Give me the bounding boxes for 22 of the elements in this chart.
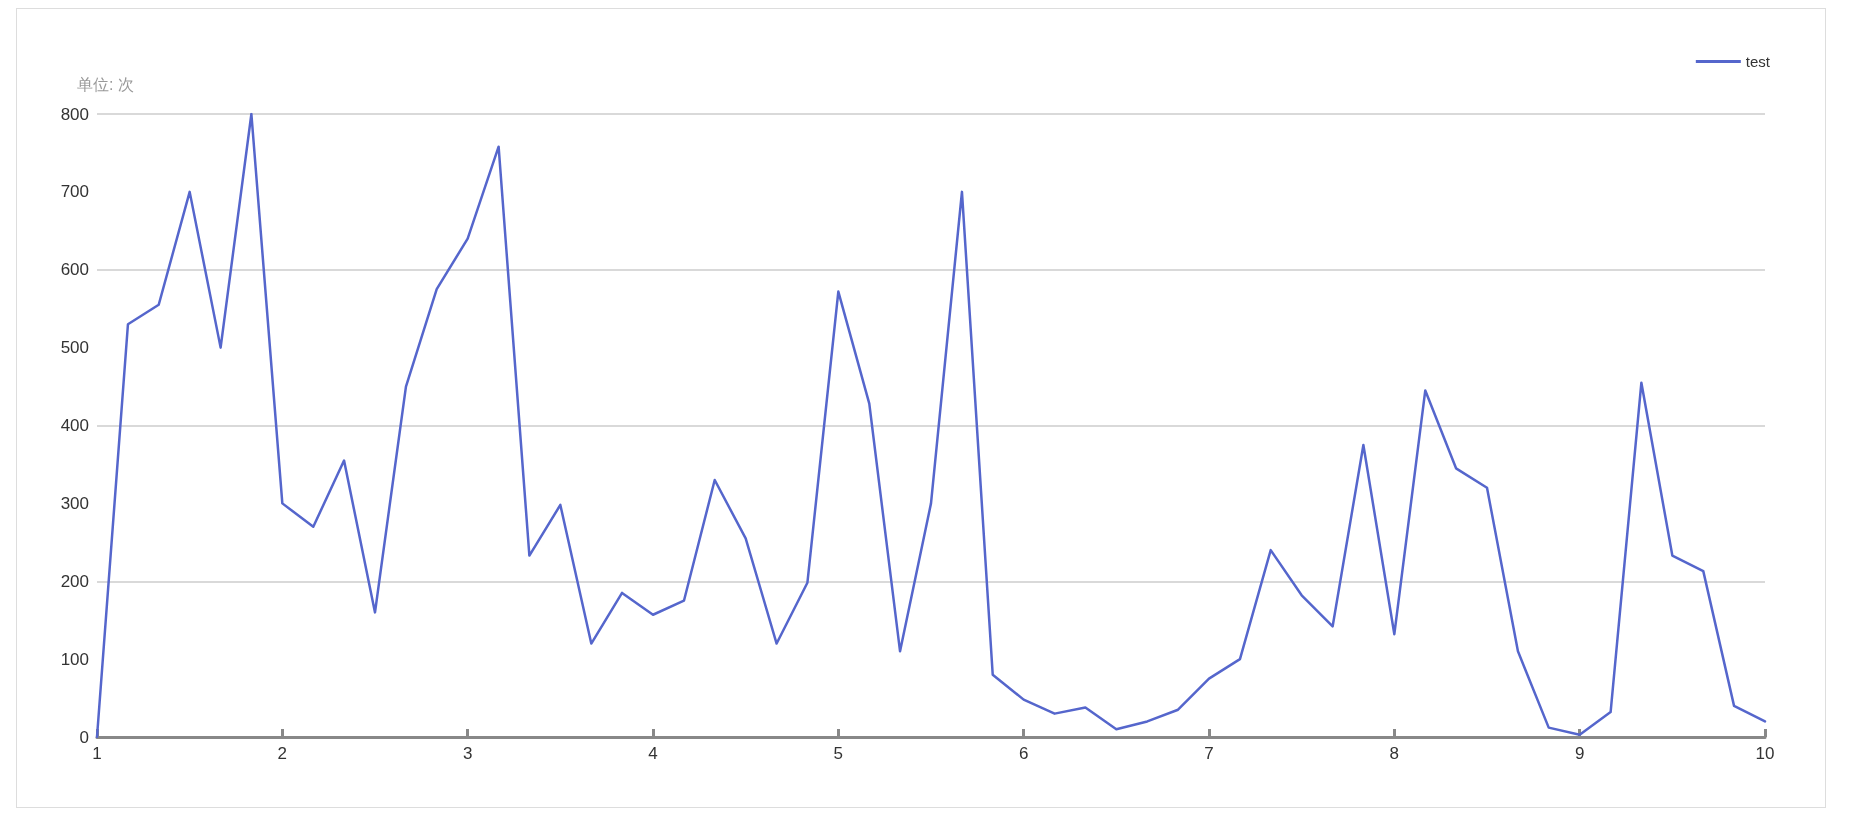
y-tick-label: 400 (60, 416, 89, 435)
y-tick-label: 300 (60, 493, 89, 513)
line-series (95, 112, 1767, 739)
x-tick-label: 8 (1389, 744, 1400, 763)
y-tick-label: 800 (60, 104, 89, 124)
x-tick-label: 3 (462, 744, 473, 763)
y-tick-label: 500 (60, 338, 89, 358)
x-tick-label: 4 (648, 744, 658, 763)
x-tick-label: 2 (277, 744, 288, 763)
x-tick-label: 1 (92, 744, 102, 763)
y-tick-label: 100 (60, 649, 89, 669)
x-tick-label: 10 (1755, 744, 1775, 763)
y-axis-title: 单位: 次 (77, 75, 134, 93)
x-tick-label: 7 (1204, 744, 1214, 763)
legend-label: test (1745, 53, 1771, 70)
y-tick-label: 200 (60, 571, 89, 591)
y-tick-label: 0 (79, 727, 89, 747)
y-tick-label: 700 (60, 182, 89, 202)
x-tick-label: 6 (1018, 744, 1029, 763)
x-tick-label: 9 (1574, 744, 1585, 763)
x-tick-label: 5 (833, 744, 844, 763)
y-tick-label: 600 (60, 260, 89, 280)
